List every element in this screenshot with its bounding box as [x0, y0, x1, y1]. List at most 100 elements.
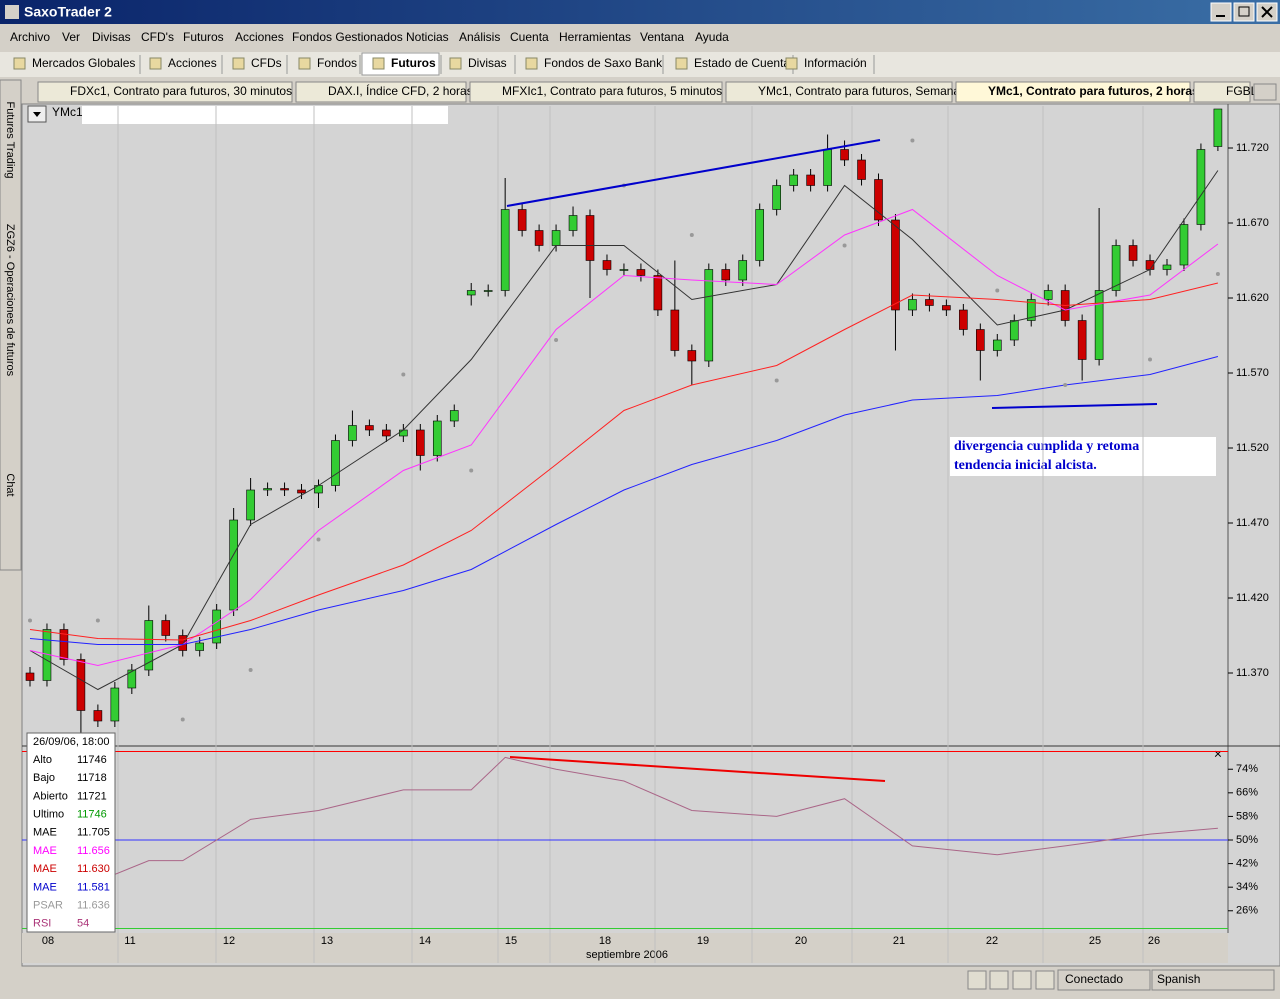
title-bar	[0, 0, 1280, 24]
candle-body	[738, 260, 748, 281]
candle-body	[891, 219, 900, 311]
connection-status: Conectado	[1065, 972, 1123, 986]
toolbar-button[interactable]: Mercados Globales	[32, 56, 135, 70]
menu-item[interactable]: Acciones	[235, 30, 284, 44]
psar-dot	[248, 668, 253, 672]
toolbar-icon	[149, 57, 162, 70]
candle-body	[721, 269, 731, 281]
info-label: Ultimo	[33, 809, 64, 821]
chart-tab[interactable]	[1193, 81, 1251, 103]
menu-item[interactable]: Noticias	[406, 30, 449, 44]
x-tick-label: 15	[505, 935, 517, 947]
sidebar-tab[interactable]: Chat	[4, 473, 16, 496]
menu-item[interactable]: Ventana	[640, 30, 684, 44]
info-label: MAE	[33, 845, 57, 857]
status-icon[interactable]	[967, 970, 987, 990]
info-box	[26, 732, 116, 933]
candle-body	[755, 209, 765, 261]
candle-body	[263, 488, 272, 491]
info-value: 11.705	[77, 827, 110, 839]
y-tick-label: 34%	[1236, 881, 1258, 893]
candle-body	[959, 309, 968, 330]
candle-body	[144, 620, 154, 671]
candle-body	[1077, 320, 1087, 360]
menu-item[interactable]: Ver	[62, 30, 80, 44]
symbol-input[interactable]	[82, 106, 448, 124]
info-label: Bajo	[33, 772, 55, 784]
menu-item[interactable]: Divisas	[92, 30, 131, 44]
toolbar-button[interactable]: Fondos	[317, 56, 357, 70]
psar-dot	[401, 372, 406, 377]
psar-dot	[1148, 357, 1153, 362]
toolbar-icon	[785, 57, 798, 70]
candle-body	[449, 410, 459, 422]
moving-average	[29, 356, 1219, 645]
candle-body	[687, 350, 697, 362]
y-tick-label: 11.520	[1236, 442, 1269, 454]
candle-body	[1009, 320, 1019, 341]
info-label: MAE	[33, 827, 57, 839]
candle-body	[874, 179, 883, 221]
chart-tab[interactable]	[955, 81, 1191, 103]
toolbar-button[interactable]: Futuros	[391, 56, 436, 70]
info-value: 11746	[77, 754, 107, 766]
chart-tab-label: DAX.I, Índice CFD, 2 horas	[328, 83, 473, 98]
chart-tab[interactable]	[725, 81, 953, 103]
sidebar-tab[interactable]: ZGZ6 - Operaciones de futuros	[4, 224, 16, 377]
chart-tab-label: YMc1, Contrato para futuros, Semanal	[758, 84, 963, 98]
candle-body	[25, 672, 35, 681]
month-label: septiembre 2006	[586, 949, 668, 961]
candle-body	[1094, 290, 1104, 360]
menu-item[interactable]: Fondos Gestionados	[292, 30, 403, 44]
toolbar-button[interactable]: Fondos de Saxo Bank	[544, 56, 663, 70]
candle-body	[992, 339, 1002, 351]
y-tick-label: 11.420	[1236, 592, 1269, 604]
menu-item[interactable]: Cuenta	[510, 30, 549, 44]
menu-item[interactable]: Análisis	[459, 30, 500, 44]
trend-line	[506, 139, 881, 207]
candle-body	[636, 269, 646, 276]
toolbar-button[interactable]: Estado de Cuenta	[694, 56, 790, 70]
candle-body	[1179, 224, 1189, 266]
trend-line	[991, 403, 1158, 409]
chart-tab-label: MFXIc1, Contrato para futuros, 5 minutos	[502, 84, 722, 98]
menu-item[interactable]: Archivo	[10, 30, 50, 44]
x-tick-label: 25	[1089, 935, 1101, 947]
sidebar-tab[interactable]: Futures Trading	[4, 101, 16, 178]
candle-body	[789, 174, 798, 186]
candle-body	[823, 149, 832, 186]
status-icon[interactable]	[1012, 970, 1032, 990]
menu-item[interactable]: Futuros	[183, 30, 224, 44]
minimize-button[interactable]	[1210, 2, 1232, 22]
psar-dot	[554, 338, 559, 342]
status-icon[interactable]	[989, 970, 1009, 990]
toolbar-icon	[372, 57, 385, 70]
menu-item[interactable]: Ayuda	[695, 30, 729, 44]
x-tick-label: 21	[893, 935, 905, 947]
chart-tab[interactable]	[37, 81, 293, 103]
candle-body	[602, 260, 612, 270]
info-value: 11721	[77, 790, 107, 802]
psar-dot	[774, 378, 779, 383]
toolbar-button[interactable]: Información	[804, 56, 867, 70]
maximize-button[interactable]	[1233, 2, 1255, 22]
chart-tab[interactable]	[295, 81, 467, 103]
status-icon[interactable]	[1035, 970, 1055, 990]
tab-scroll[interactable]	[1253, 83, 1277, 101]
toolbar-button[interactable]: CFDs	[251, 56, 282, 70]
chart-tab[interactable]	[469, 81, 723, 103]
candle-body	[280, 488, 289, 491]
menu-item[interactable]: Herramientas	[559, 30, 631, 44]
psar-dot	[995, 288, 1000, 293]
candle-body	[704, 269, 714, 362]
sidebar	[0, 79, 22, 571]
toolbar-icon	[525, 57, 538, 70]
info-label: RSI	[33, 918, 51, 930]
rsi-line	[29, 756, 1218, 882]
toolbar-button[interactable]: Acciones	[168, 56, 217, 70]
toolbar-icon	[232, 57, 245, 70]
toolbar-button[interactable]: Divisas	[468, 56, 507, 70]
close-indicator[interactable]: ×	[1214, 746, 1222, 762]
menu-item[interactable]: CFD's	[141, 30, 174, 44]
info-label: Alto	[33, 754, 52, 766]
